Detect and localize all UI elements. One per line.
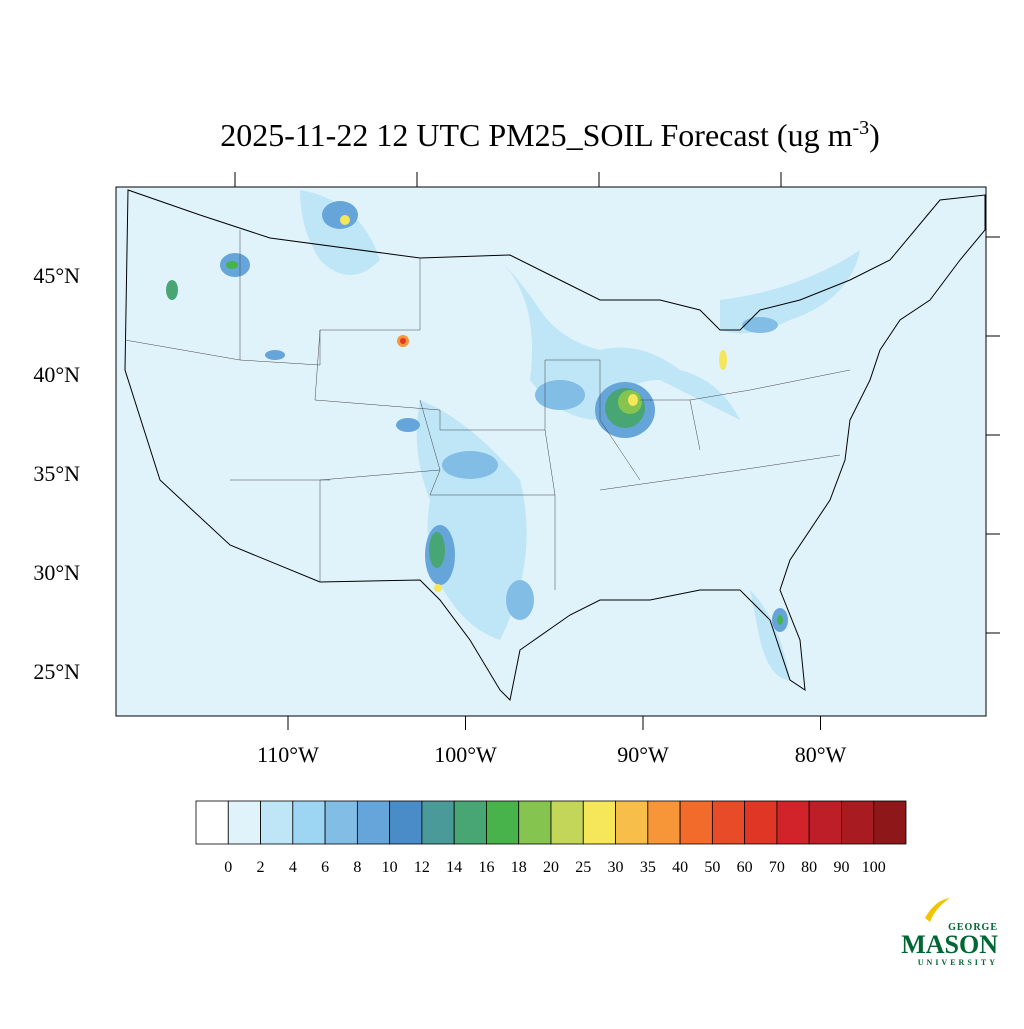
colorbar-box <box>711 800 746 845</box>
state-lines <box>124 230 851 590</box>
lon-label: 110°W <box>257 742 319 767</box>
colorbar-box <box>486 800 520 845</box>
logo-bottom: UNIVERSITY <box>918 958 998 967</box>
colorbar-label: 80 <box>801 859 817 876</box>
colorbar-box <box>873 800 907 845</box>
colorbar-box <box>324 800 358 845</box>
colorbar-box <box>744 800 778 845</box>
colorbar-label: 50 <box>704 859 720 876</box>
colorbar-label: 12 <box>414 859 430 876</box>
colorbar-label: 4 <box>289 859 297 876</box>
lat-label: 30°N <box>33 560 80 585</box>
colorbar-label: 60 <box>737 859 753 876</box>
title-close: ) <box>869 117 880 153</box>
colorbar-box <box>647 800 681 845</box>
title-superscript: -3 <box>852 117 869 139</box>
lon-labels: 110°W 100°W 90°W 80°W <box>234 172 847 767</box>
colorbar-label: 20 <box>543 859 559 876</box>
colorbar-label: 70 <box>769 859 785 876</box>
colorbar-label: 10 <box>382 859 398 876</box>
colorbar-box <box>292 800 326 845</box>
colorbar-label: 30 <box>608 859 624 876</box>
colorbar-box <box>260 800 294 845</box>
colorbar-box <box>841 800 875 845</box>
colorbar-box <box>356 800 391 845</box>
colorbar-label: 6 <box>321 859 329 876</box>
colorbar-box <box>227 800 261 845</box>
lon-label: 100°W <box>434 742 497 767</box>
colorbar-label: 40 <box>672 859 688 876</box>
lat-label: 35°N <box>33 461 80 486</box>
colorbar-label: 35 <box>640 859 656 876</box>
lon-label: 90°W <box>617 742 669 767</box>
coastline <box>124 189 986 702</box>
colorbar-box <box>421 800 455 845</box>
colorbar-box <box>679 800 713 845</box>
lat-labels: 45°N 40°N 35°N 30°N 25°N <box>33 236 1000 684</box>
colorbar-label: 100 <box>862 859 886 876</box>
colorbar-label: 0 <box>224 859 232 876</box>
lat-label: 40°N <box>33 362 80 387</box>
colorbar-box <box>776 800 810 845</box>
colorbar-label: 16 <box>478 859 494 876</box>
colorbar-label: 90 <box>833 859 849 876</box>
colorbar-label: 2 <box>257 859 265 876</box>
colorbar-box <box>518 800 552 845</box>
colorbar: 0 2 4 6 8 10 12 14 16 18 20 25 30 35 40 50 60 70 80 90 100 <box>195 800 907 876</box>
colorbar-box <box>615 800 649 845</box>
logo-top: GEORGE <box>948 922 998 933</box>
colorbar-box <box>808 800 842 845</box>
title-main: 2025-11-22 12 UTC PM25_SOIL Forecast (ug… <box>220 117 852 153</box>
colorbar-box <box>389 800 423 845</box>
colorbar-label: 25 <box>575 859 591 876</box>
map: 45°N 40°N 35°N 30°N 25°N 110°W 100°W 90°W 80°W <box>33 172 1000 767</box>
logo: GEORGE MASON UNIVERSITY <box>901 898 998 967</box>
colorbar-box <box>550 800 584 845</box>
logo-swoosh <box>925 898 950 922</box>
logo-main: MASON <box>901 930 998 959</box>
colorbar-label: 14 <box>446 859 462 876</box>
colorbar-label: 18 <box>511 859 527 876</box>
concentration-areas <box>166 190 860 680</box>
title: 2025-11-22 12 UTC PM25_SOIL Forecast (ug… <box>220 117 880 153</box>
lon-label: 80°W <box>795 742 847 767</box>
colorbar-box <box>582 800 616 845</box>
colorbar-box <box>195 800 229 845</box>
lat-label: 25°N <box>33 659 80 684</box>
colorbar-box <box>453 800 487 845</box>
colorbar-label: 8 <box>353 859 361 876</box>
lat-label: 45°N <box>33 263 80 288</box>
